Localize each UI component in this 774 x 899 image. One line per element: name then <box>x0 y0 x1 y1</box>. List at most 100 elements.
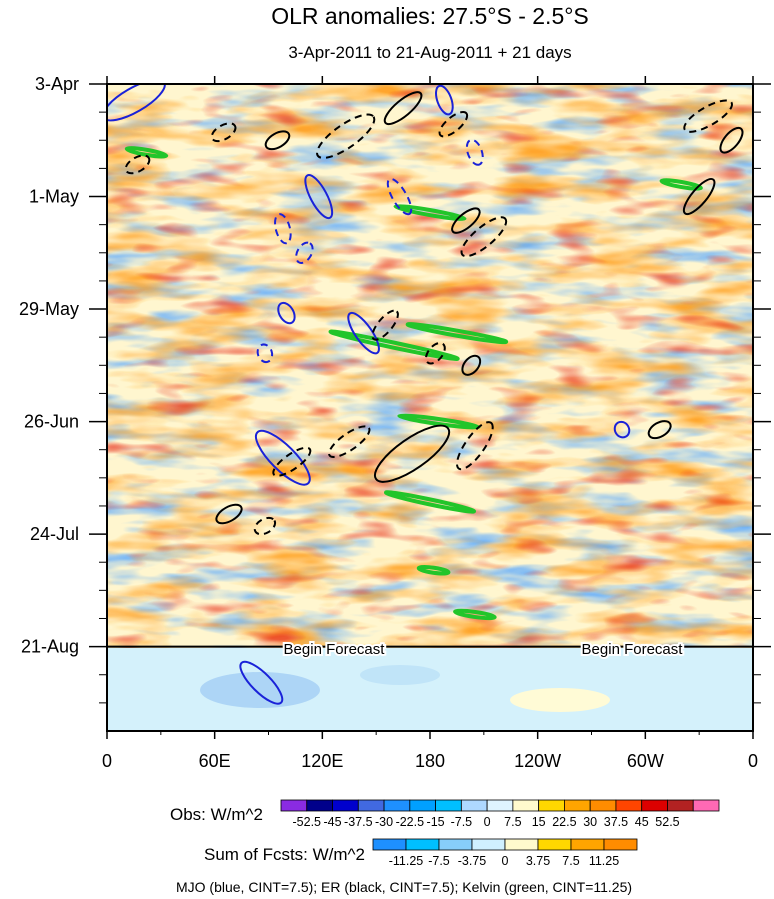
fcst-colorbar-level-label: 11.25 <box>589 854 619 868</box>
er-contour <box>461 354 482 376</box>
x-tick-label: 0 <box>102 751 112 771</box>
er-contour <box>438 111 469 138</box>
er-contour <box>383 91 423 126</box>
kelvin-contour <box>416 565 451 576</box>
y-tick-label: 3-Apr <box>35 74 79 94</box>
fcst-colorbar-swatch <box>372 838 407 851</box>
er-contour <box>215 503 243 525</box>
forecast-label-right: Begin Forecast <box>582 641 684 658</box>
mjo-contour <box>295 241 314 264</box>
er-contour <box>682 177 716 216</box>
x-tick-label: 60W <box>627 751 664 771</box>
obs-colorbar-level-label: -22.5 <box>396 815 425 829</box>
obs-colorbar-level-label: 15 <box>532 815 546 829</box>
er-contour <box>456 421 494 471</box>
er-contour <box>451 207 481 234</box>
er-contour <box>264 130 291 151</box>
er-contour <box>647 420 672 440</box>
chart-subtitle: 3-Apr-2011 to 21-Aug-2011 + 21 days <box>288 43 571 62</box>
obs-colorbar-level-label: 37.5 <box>604 815 628 829</box>
obs-colorbar-label: Obs: W/m^2 <box>170 805 263 824</box>
obs-colorbar-swatch <box>460 799 488 812</box>
er-contour <box>424 342 446 365</box>
fcst-colorbar-swatch <box>570 838 605 851</box>
contour-legend: MJO (blue, CINT=7.5); ER (black, CINT=7.… <box>176 879 632 895</box>
er-contour <box>328 425 371 458</box>
obs-colorbar-swatch <box>280 799 308 812</box>
obs-colorbar-level-label: 7.5 <box>504 815 521 829</box>
contour-layer <box>107 84 744 705</box>
er-contour <box>272 446 312 477</box>
fcst-colorbar-swatch <box>504 838 539 851</box>
mjo-contour <box>304 173 334 220</box>
mjo-contour <box>274 213 292 245</box>
mjo-contour <box>277 301 296 325</box>
fcst-colorbar-swatch <box>471 838 506 851</box>
y-tick-label: 1-May <box>29 187 79 207</box>
x-tick-label: 120E <box>301 751 343 771</box>
fcst-colorbar-swatch <box>537 838 572 851</box>
y-tick-label: 24-Jul <box>30 524 79 544</box>
fcst-colorbar-level-label: 0 <box>502 854 509 868</box>
fcst-colorbar-level-label: -3.75 <box>458 854 487 868</box>
obs-colorbar-swatch <box>306 799 333 812</box>
obs-colorbar-level-label: -30 <box>375 815 393 829</box>
mjo-contour <box>254 429 311 486</box>
fcst-colorbar-level-label: -7.5 <box>428 854 450 868</box>
obs-colorbar-swatch <box>409 799 436 812</box>
fcst-colorbar: -11.25 -7.5 -3.75 0 3.75 7.5 11.25 <box>372 838 638 868</box>
obs-colorbar: -52.5 -45 -37.5 -30 -22.5 -15 -7.5 0 7.5 15 22.5 30… <box>280 799 720 829</box>
fcst-colorbar-level-label: -11.25 <box>389 854 424 868</box>
obs-colorbar-swatch <box>512 799 540 812</box>
obs-colorbar-swatch <box>564 799 591 812</box>
mjo-contour <box>435 84 454 116</box>
obs-colorbar-level-label: 0 <box>484 815 491 829</box>
er-contour <box>316 113 376 159</box>
obs-colorbar-swatch <box>589 799 617 812</box>
obs-colorbar-level-label: 52.5 <box>655 815 679 829</box>
y-tick-label: 29-May <box>19 299 79 319</box>
fcst-colorbar-swatch <box>405 838 440 851</box>
obs-colorbar-level-label: -45 <box>323 815 341 829</box>
obs-colorbar-level-label: 22.5 <box>552 815 576 829</box>
obs-colorbar-level-label: -37.5 <box>344 815 373 829</box>
x-tick-label: 60E <box>199 751 231 771</box>
x-tick-label: 0 <box>748 751 758 771</box>
obs-colorbar-swatch <box>486 799 514 812</box>
kelvin-contour <box>383 490 477 514</box>
chart-title: OLR anomalies: 27.5°S - 2.5°S <box>271 3 589 29</box>
mjo-contour <box>347 311 380 355</box>
er-contour <box>683 99 733 133</box>
kelvin-contour <box>405 322 509 345</box>
er-contour <box>719 126 744 154</box>
olr-field <box>107 84 753 731</box>
mjo-contour <box>613 420 631 439</box>
er-contour <box>210 122 237 143</box>
er-contour <box>371 309 399 341</box>
obs-colorbar-swatch <box>332 799 359 812</box>
y-tick-label: 21-Aug <box>21 637 79 657</box>
obs-colorbar-swatch <box>667 799 694 812</box>
er-contour <box>124 154 151 175</box>
mjo-contour <box>256 343 274 364</box>
mjo-contour <box>239 660 284 705</box>
obs-colorbar-swatch <box>641 799 668 812</box>
obs-colorbar-swatch <box>435 799 462 812</box>
kelvin-contour <box>393 204 467 222</box>
x-tick-label: 120W <box>514 751 561 771</box>
fcst-colorbar-swatch <box>438 838 473 851</box>
mjo-contour <box>107 84 166 122</box>
obs-colorbar-level-label: 30 <box>583 815 597 829</box>
y-axis: 3-Apr 1-May 29-May 26-Jun 24-Jul 21-Aug <box>19 74 771 704</box>
y-tick-label: 26-Jun <box>24 412 79 432</box>
forecast-label-left: Begin Forecast <box>284 641 386 658</box>
fcst-colorbar-level-label: 3.75 <box>526 854 550 868</box>
er-contour <box>253 516 277 536</box>
er-contour <box>374 424 451 483</box>
mjo-contour <box>386 177 413 216</box>
x-axis: 0 60E 120E 180 120W 60W 0 <box>102 76 758 771</box>
obs-colorbar-level-label: -7.5 <box>451 815 473 829</box>
kelvin-contour <box>328 329 460 361</box>
kelvin-contour <box>659 178 703 191</box>
